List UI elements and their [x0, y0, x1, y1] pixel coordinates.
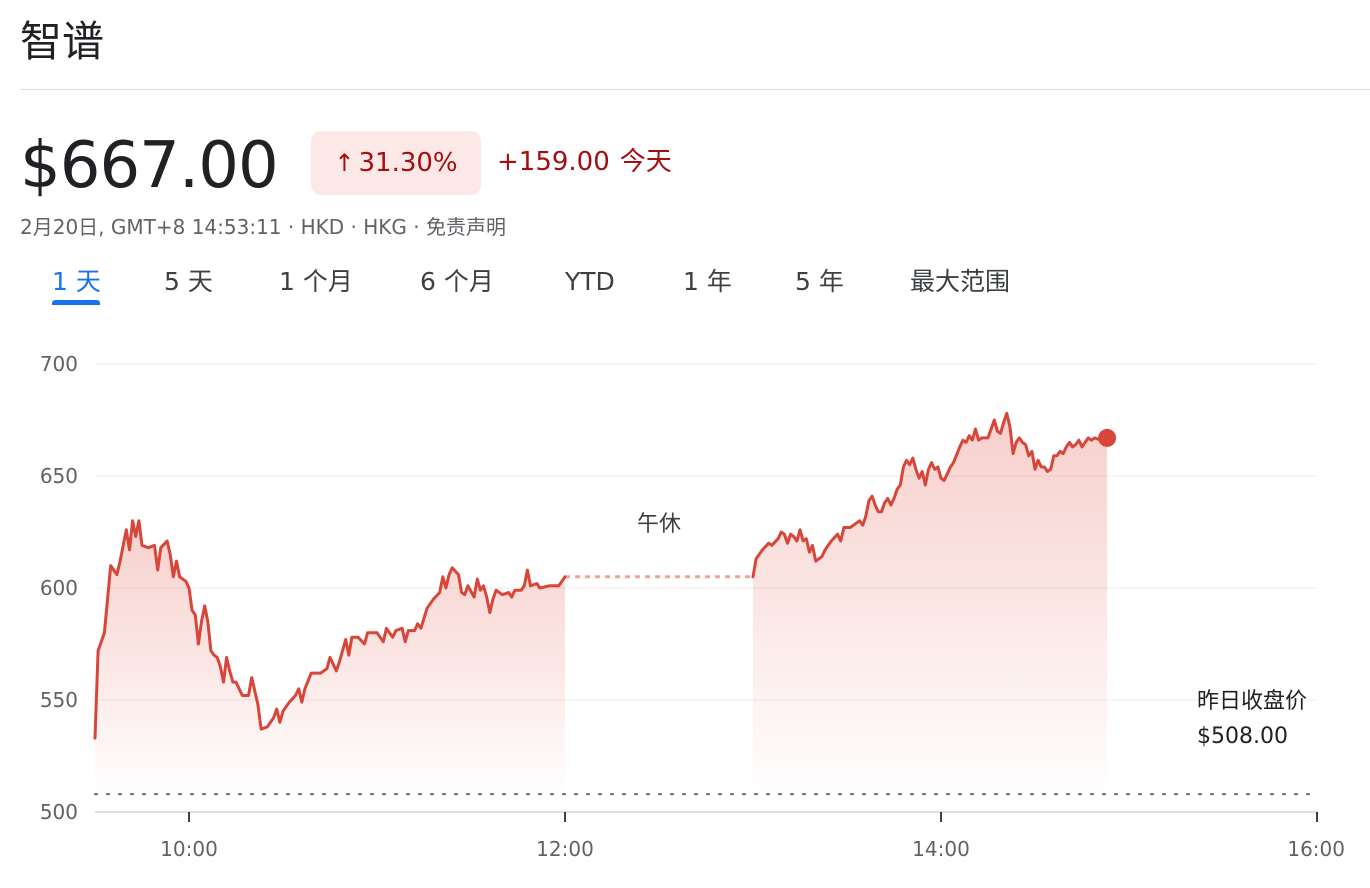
- y-tick-550: 550: [40, 688, 78, 712]
- tab-max[interactable]: 最大范围: [910, 267, 1011, 296]
- tab-1y[interactable]: 1 年: [683, 267, 732, 296]
- current-price: $667.00: [20, 129, 279, 203]
- x-tick-14:00: 14:00: [912, 837, 970, 861]
- y-tick-500: 500: [40, 800, 78, 824]
- lunch-break-label: 午休: [637, 512, 681, 537]
- active-tab-indicator: [52, 300, 100, 305]
- area-afternoon: [753, 413, 1108, 801]
- previous-close-title: 昨日收盘价: [1197, 689, 1308, 714]
- price-line-morning: [93, 519, 567, 740]
- x-tick-10:00: 10:00: [160, 837, 218, 861]
- y-tick-700: 700: [40, 352, 78, 376]
- quote-meta: 2月20日, GMT+8 14:53:11 · HKD · HKG · 免责声明: [20, 215, 506, 239]
- up-arrow-icon: ↑: [334, 149, 355, 177]
- absolute-change-value: +159.00: [497, 147, 610, 177]
- tab-1d[interactable]: 1 天: [52, 267, 101, 296]
- tab-ytd[interactable]: YTD: [565, 267, 615, 296]
- absolute-change: +159.00 今天: [497, 142, 672, 182]
- change-period: 今天: [619, 147, 672, 177]
- price-line-afternoon: [751, 411, 1109, 579]
- x-tick-16:00: 16:00: [1287, 837, 1345, 861]
- x-axis: 10:00 12:00 14:00 16:00: [95, 811, 1345, 861]
- x-tick-12:00: 12:00: [536, 837, 594, 861]
- price-chart[interactable]: 700 650 600 550 500 午休 10:00 12:00 14:00 16:00: [0, 330, 1370, 870]
- lunch-break: 午休: [565, 512, 753, 579]
- stock-name: 智谱: [20, 17, 105, 66]
- previous-close-label: 昨日收盘价 $508.00: [1197, 684, 1317, 754]
- tab-6m[interactable]: 6 个月: [420, 267, 494, 296]
- percent-change-badge: ↑ 31.30%: [311, 131, 481, 195]
- percent-change: 31.30%: [358, 148, 458, 178]
- previous-close-value: $508.00: [1197, 724, 1288, 749]
- tab-5d[interactable]: 5 天: [164, 267, 213, 296]
- range-tabs: 1 天 5 天 1 个月 6 个月 YTD 1 年 5 年 最大范围: [0, 262, 1100, 312]
- price-area: [95, 413, 1108, 801]
- header-divider: [20, 89, 1370, 90]
- tab-5y[interactable]: 5 年: [795, 267, 844, 296]
- y-axis-labels: 700 650 600 550 500: [40, 352, 78, 824]
- tab-1m[interactable]: 1 个月: [279, 267, 353, 296]
- y-tick-600: 600: [40, 576, 78, 600]
- last-price-dot: [1098, 428, 1117, 447]
- y-tick-650: 650: [40, 464, 78, 488]
- price-lines: [93, 411, 1109, 740]
- last-price-point: [1098, 428, 1117, 447]
